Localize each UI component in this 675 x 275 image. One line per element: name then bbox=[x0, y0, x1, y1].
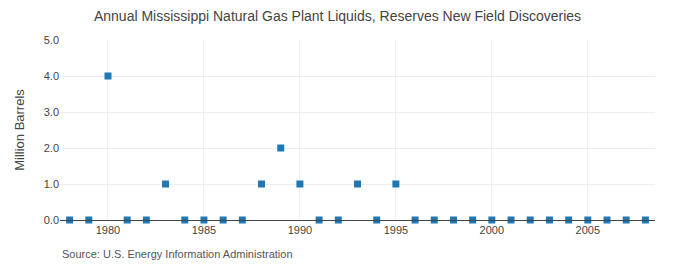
svg-text:Annual Mississippi Natural Gas: Annual Mississippi Natural Gas Plant Liq… bbox=[94, 8, 581, 24]
svg-text:3.0: 3.0 bbox=[44, 106, 59, 118]
svg-text:2005: 2005 bbox=[576, 224, 600, 236]
svg-text:Source: U.S. Energy Informatio: Source: U.S. Energy Information Administ… bbox=[62, 248, 293, 260]
svg-text:2000: 2000 bbox=[480, 224, 504, 236]
svg-text:Million Barrels: Million Barrels bbox=[12, 89, 27, 171]
svg-text:2.0: 2.0 bbox=[44, 142, 59, 154]
svg-text:0.0: 0.0 bbox=[44, 214, 59, 226]
svg-text:1980: 1980 bbox=[96, 224, 120, 236]
svg-text:4.0: 4.0 bbox=[44, 70, 59, 82]
svg-text:5.0: 5.0 bbox=[44, 34, 59, 46]
svg-text:1985: 1985 bbox=[192, 224, 216, 236]
svg-text:1990: 1990 bbox=[288, 224, 312, 236]
svg-text:1.0: 1.0 bbox=[44, 178, 59, 190]
svg-text:1995: 1995 bbox=[384, 224, 408, 236]
